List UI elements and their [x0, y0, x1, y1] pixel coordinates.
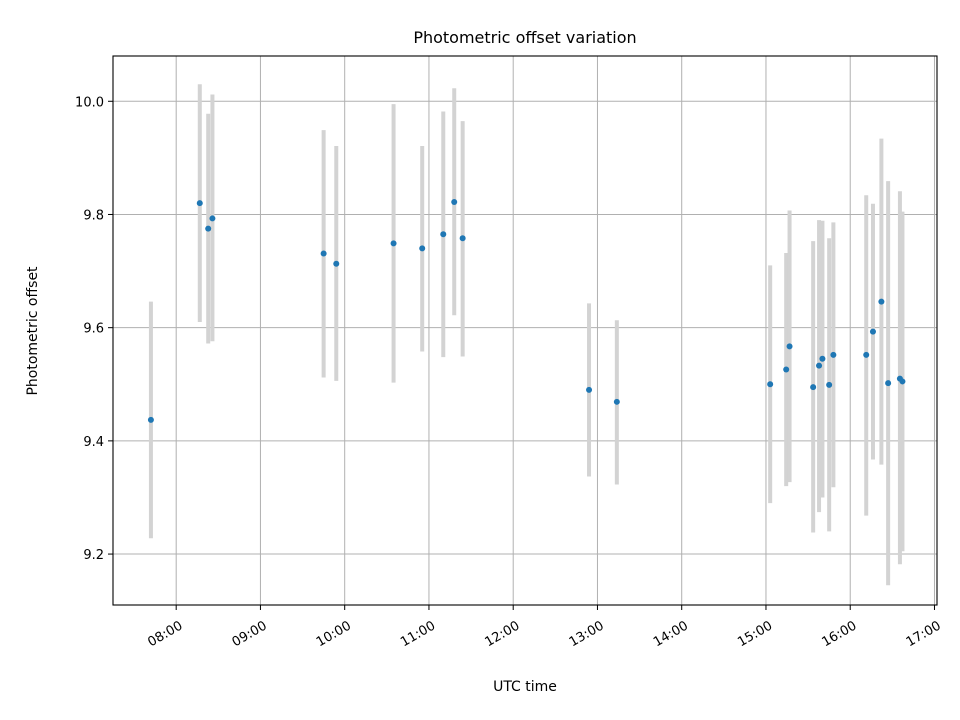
- data-point: [459, 235, 466, 242]
- data-point: [205, 225, 212, 232]
- x-tick-label: 10:00: [314, 618, 354, 650]
- y-tick-label: 10.0: [75, 95, 104, 110]
- data-point: [783, 366, 790, 373]
- x-tick-label: 15:00: [735, 618, 775, 650]
- data-points: [147, 199, 906, 423]
- data-point: [810, 384, 817, 391]
- y-tick-label: 9.4: [83, 435, 104, 450]
- grid: [113, 56, 937, 605]
- y-tick-label: 9.8: [83, 208, 104, 223]
- x-tick-label: 09:00: [230, 618, 270, 650]
- data-point: [613, 398, 620, 405]
- data-point: [885, 380, 892, 387]
- y-axis-label: Photometric offset: [25, 266, 41, 396]
- data-point: [830, 351, 837, 358]
- x-tick-label: 16:00: [819, 618, 859, 650]
- data-point: [899, 378, 906, 385]
- chart-title: Photometric offset variation: [413, 28, 636, 47]
- data-point: [390, 240, 397, 247]
- x-tick-label: 17:00: [904, 618, 944, 650]
- error-bars: [148, 84, 905, 586]
- data-point: [586, 386, 593, 393]
- data-point: [767, 381, 774, 388]
- x-tick-label: 12:00: [482, 618, 522, 650]
- data-point: [196, 200, 203, 207]
- data-point: [333, 260, 340, 267]
- data-point: [147, 416, 154, 423]
- x-axis-label: UTC time: [493, 679, 557, 695]
- data-point: [816, 362, 823, 369]
- data-point: [209, 215, 216, 222]
- x-tick-label: 08:00: [145, 618, 185, 650]
- y-axis-ticks: 9.2 9.4 9.6 9.8 10.0: [75, 95, 113, 563]
- data-point: [863, 351, 870, 358]
- data-point: [440, 231, 447, 238]
- x-axis-ticks: 08:00 09:00 10:00 11:00 12:00 13:00 14:00 15:00…: [145, 605, 944, 650]
- x-tick-label: 14:00: [651, 618, 691, 650]
- x-tick-label: 11:00: [398, 618, 438, 650]
- data-point: [826, 381, 833, 388]
- data-point: [786, 343, 793, 350]
- y-tick-label: 9.6: [83, 322, 104, 337]
- y-tick-label: 9.2: [83, 548, 104, 563]
- data-point: [819, 355, 826, 362]
- data-point: [869, 328, 876, 335]
- x-tick-label: 13:00: [567, 618, 607, 650]
- data-point: [878, 298, 885, 305]
- data-point: [320, 250, 327, 257]
- data-point: [419, 245, 426, 252]
- plot-frame: [112, 55, 938, 606]
- data-point: [451, 199, 458, 206]
